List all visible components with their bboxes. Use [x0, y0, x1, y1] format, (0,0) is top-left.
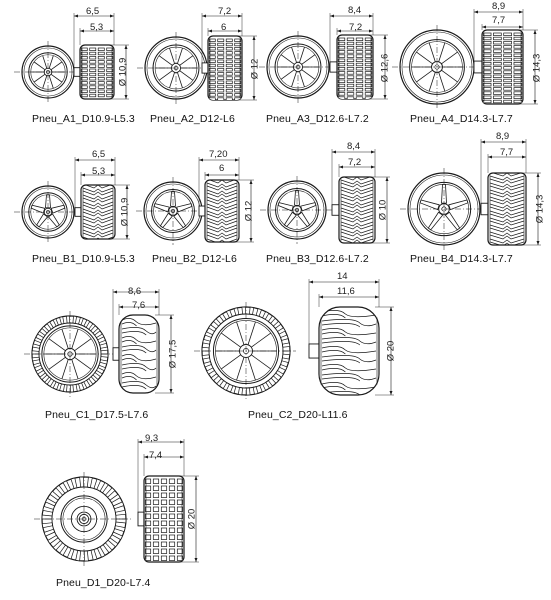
tyre-a1-label: Pneu_A1_D10.9-L5.3: [32, 113, 135, 125]
tyre-b3-tread-width: 7,2: [348, 157, 362, 168]
tyre-b3-side-view: [331, 176, 376, 244]
tyre-d1: 9,3 7,4 Ø 20 Pneu_D1_D20-L7.4: [25, 430, 225, 600]
tyre-a4-side-view: [473, 29, 524, 105]
tyre-c2-tread-width: 11,6: [337, 286, 355, 297]
tyre-d1-label: Pneu_D1_D20-L7.4: [56, 577, 151, 589]
tyre-a4-diameter: Ø 14,3: [531, 53, 543, 83]
tyre-b2-overall-width: 7,20: [209, 149, 228, 160]
tyre-c2-front-view: [194, 302, 296, 400]
tyre-a3-front-view: [259, 31, 335, 103]
tyre-d1-diameter: Ø 20: [186, 508, 198, 530]
tyre-a4-label: Pneu_A4_D14.3-L7.7: [410, 113, 513, 125]
tyre-b1-dimension-lines: [74, 157, 130, 240]
tyre-a3-overall-width: 8,4: [348, 5, 362, 16]
tyre-a3-label: Pneu_A3_D12.6-L7.2: [266, 113, 369, 125]
tyre-b1-diameter: Ø 10,9: [119, 197, 131, 227]
tyre-b3-overall-width: 8,4: [347, 141, 361, 152]
tyre-a4-drawing: [392, 9, 538, 109]
tyre-a4-overall-width: 8,9: [492, 1, 506, 12]
tyre-b3: 8,4 7,2 Ø 10 Pneu_B3_D12.6-L7.2: [260, 140, 396, 273]
tyre-b1-overall-width: 6,5: [92, 149, 106, 160]
tyre-a3-side-view: [329, 34, 374, 100]
tyre-a1-drawing: [14, 13, 129, 103]
tyre-a3-tread-width: 7,2: [349, 22, 363, 33]
tyre-a2-side-view: [201, 35, 243, 101]
tyre-b1-tread-width: 5,3: [92, 166, 106, 177]
tyre-b2: 7,20 6 Ø 12 Pneu_B2_D12-L6: [135, 148, 265, 273]
tyre-a1-dimension-lines: [73, 13, 129, 100]
tyre-d1-side-view: [137, 475, 185, 563]
tyre-b3-front-view: [260, 176, 332, 244]
tyre-a2-label: Pneu_A2_D12-L6: [150, 113, 235, 125]
tyre-c1: 8,6 7,6 Ø 17,5 Pneu_C1_D17.5-L7.6: [20, 280, 195, 425]
tyre-a4: 8,9 7,7 Ø 14,3 Pneu_A4_D14.3-L7.7: [392, 0, 550, 129]
tyre-c2: 14 11,6 Ø 20 Pneu_C2_D20-L11.6: [194, 270, 410, 425]
tyre-b1-drawing: [14, 157, 130, 243]
tyre-a3-diameter: Ø 12,6: [379, 53, 391, 83]
tyre-a2-tread-width: 6: [221, 22, 227, 33]
tyre-b4-label: Pneu_B4_D14.3-L7.7: [410, 253, 513, 265]
tyre-a3-dimension-lines: [329, 13, 388, 100]
tyre-c2-overall-width: 14: [337, 271, 348, 282]
tyre-a1-tread-width: 5,3: [90, 22, 104, 33]
tyre-b4-front-view: [400, 168, 486, 250]
tyre-b4-side-view: [480, 172, 527, 246]
tyre-c1-label: Pneu_C1_D17.5-L7.6: [45, 409, 149, 421]
tyre-d1-overall-width: 9,3: [145, 433, 159, 444]
tyre-b4-tread-width: 7,7: [500, 147, 514, 158]
tyre-c1-drawing: [24, 289, 174, 397]
tyre-d1-dimension-lines: [137, 439, 199, 563]
tyre-a1-diameter: Ø 10,9: [117, 57, 129, 87]
tyre-c2-diameter: Ø 20: [385, 340, 397, 362]
tyre-c2-drawing: [194, 279, 394, 400]
tyre-b3-diameter: Ø 10: [377, 199, 389, 221]
tyre-b2-label: Pneu_B2_D12-L6: [152, 253, 237, 265]
tyre-c1-side-view: [112, 314, 160, 394]
tyre-a4-tread-width: 7,7: [492, 15, 506, 26]
tyre-a1-side-view: [73, 44, 115, 100]
tyre-b3-label: Pneu_B3_D12.6-L7.2: [266, 253, 369, 265]
tyre-b2-drawing: [136, 157, 254, 245]
tyre-b3-drawing: [260, 149, 390, 244]
tyre-b4-diameter: Ø 14,3: [534, 194, 546, 224]
tyre-b1-front-view: [14, 181, 80, 243]
tyre-d1-front-view: [34, 472, 132, 566]
tyre-c2-label: Pneu_C2_D20-L11.6: [248, 409, 348, 421]
tyre-b1-side-view: [74, 184, 116, 240]
tyre-a2-drawing: [137, 13, 257, 104]
tyre-a2-diameter: Ø 12: [249, 58, 261, 80]
tyre-a2-overall-width: 7,2: [218, 6, 232, 17]
tyre-c1-front-view: [24, 311, 114, 397]
tyre-c1-diameter: Ø 17,5: [167, 339, 179, 369]
tyre-a4-front-view: [392, 25, 480, 109]
tyre-c2-side-view: [308, 306, 380, 396]
tyre-a2-dimension-lines: [201, 13, 257, 101]
tyre-b4-dimension-lines: [480, 139, 541, 246]
tyre-b2-diameter: Ø 12: [243, 200, 255, 222]
tyre-b2-tread-width: 6: [219, 163, 225, 174]
tyre-c2-dimension-lines: [308, 279, 394, 396]
tyre-a2: 7,2 6 Ø 12 Pneu_A2_D12-L6: [135, 4, 265, 129]
tyre-a1: 6,5 5,3 Ø 10,9 Pneu_A1_D10.9-L5.3: [4, 4, 135, 129]
tyre-b4-drawing: [400, 139, 541, 250]
tyre-b1-label: Pneu_B1_D10.9-L5.3: [32, 253, 135, 265]
tyre-b2-side-view: [198, 179, 240, 243]
tyre-b3-dimension-lines: [331, 149, 390, 244]
tyre-a1-front-view: [14, 41, 80, 103]
tyre-b2-dimension-lines: [198, 157, 254, 243]
tyre-c1-dimension-lines: [112, 289, 174, 394]
tyre-c1-tread-width: 7,6: [132, 300, 146, 311]
tyre-a3-drawing: [259, 13, 388, 103]
tyre-b1: 6,5 5,3 Ø 10,9 Pneu_B1_D10.9-L5.3: [4, 148, 135, 273]
tyre-b2-front-view: [136, 177, 208, 245]
tyre-d1-drawing: [34, 439, 199, 566]
tyre-a3: 8,4 7,2 Ø 12,6 Pneu_A3_D12.6-L7.2: [259, 4, 396, 129]
tyre-b4: 8,9 7,7 Ø 14,3 Pneu_B4_D14.3-L7.7: [400, 130, 550, 273]
tyre-c1-overall-width: 8,6: [128, 286, 142, 297]
tyre-a1-overall-width: 6,5: [86, 6, 100, 17]
tyre-a4-dimension-lines: [473, 9, 538, 105]
tyre-d1-tread-width: 7,4: [149, 450, 163, 461]
tyre-b4-overall-width: 8,9: [496, 131, 510, 142]
